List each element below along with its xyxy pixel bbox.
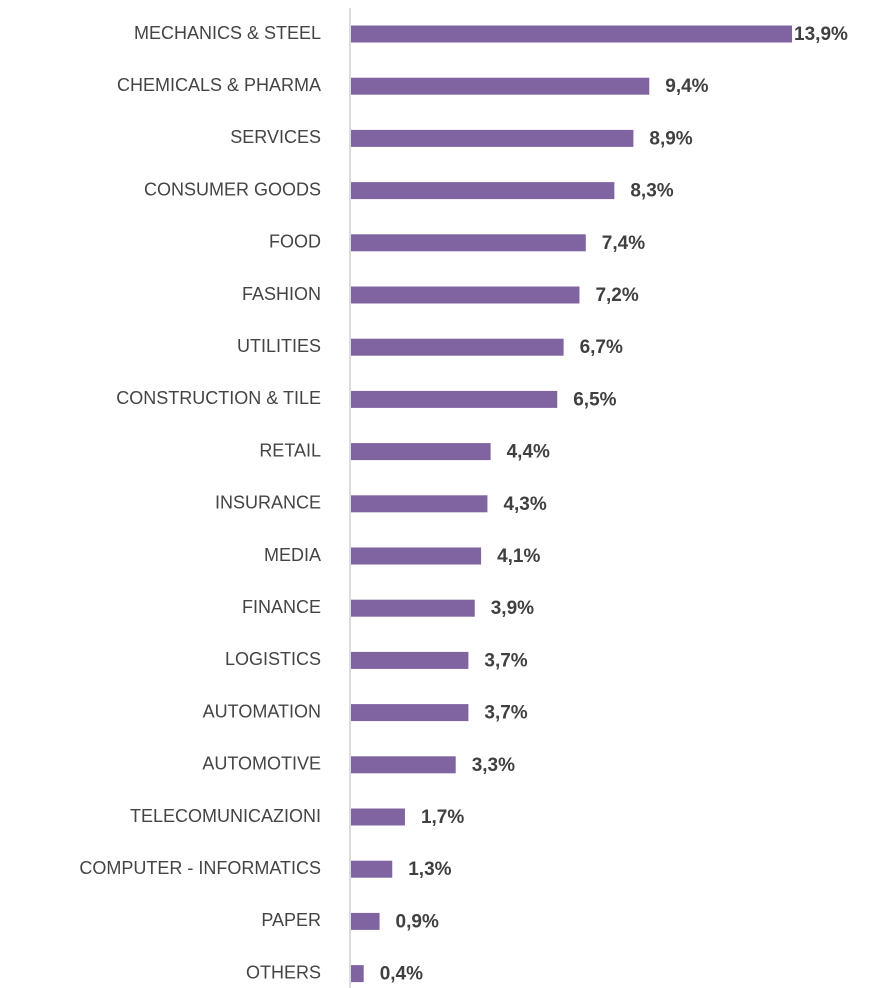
category-label: FASHION <box>242 284 321 304</box>
category-label: FOOD <box>269 232 321 252</box>
value-label: 4,3% <box>503 494 546 515</box>
category-label: COMPUTER - INFORMATICS <box>79 858 321 878</box>
bar <box>351 129 634 147</box>
value-label: 1,7% <box>421 807 464 828</box>
value-label: 3,7% <box>484 703 527 724</box>
bar <box>351 651 469 669</box>
value-label: 3,9% <box>491 598 534 619</box>
bar <box>351 860 393 878</box>
category-label: MEDIA <box>264 545 321 565</box>
bar <box>351 756 456 774</box>
category-label: PAPER <box>261 910 321 930</box>
bar <box>351 77 650 95</box>
category-label: AUTOMATION <box>203 701 321 721</box>
bar <box>351 965 364 983</box>
value-label: 0,4% <box>380 964 423 985</box>
value-label: 3,3% <box>472 755 515 776</box>
value-label: 3,7% <box>484 650 527 671</box>
category-label: CONSUMER GOODS <box>144 179 321 199</box>
category-label: FINANCE <box>242 597 321 617</box>
value-label: 4,1% <box>497 546 540 567</box>
category-label: UTILITIES <box>237 336 321 356</box>
value-label: 8,3% <box>630 181 673 202</box>
category-label: SERVICES <box>230 127 321 147</box>
bar <box>351 443 491 461</box>
bar <box>351 495 488 513</box>
category-label: RETAIL <box>259 440 321 460</box>
category-label: INSURANCE <box>215 493 321 513</box>
bar <box>351 234 586 252</box>
value-label: 0,9% <box>396 911 439 932</box>
category-label: CONSTRUCTION & TILE <box>116 388 321 408</box>
category-label: CHEMICALS & PHARMA <box>117 75 321 95</box>
bar <box>351 912 380 930</box>
bar <box>351 286 580 304</box>
value-label: 9,4% <box>665 76 708 97</box>
value-label: 4,4% <box>507 442 550 463</box>
bar <box>351 599 475 617</box>
category-label: MECHANICS & STEEL <box>134 23 321 43</box>
bar <box>351 338 564 356</box>
value-label: 6,7% <box>580 337 623 358</box>
category-label: AUTOMOTIVE <box>202 754 321 774</box>
bar <box>351 25 793 43</box>
value-label: 1,3% <box>408 859 451 880</box>
bar <box>351 704 469 722</box>
value-label: 7,2% <box>595 285 638 306</box>
bar <box>351 808 405 826</box>
value-label: 8,9% <box>649 128 692 149</box>
value-label: 7,4% <box>602 233 645 254</box>
category-label: TELECOMUNICAZIONI <box>130 806 321 826</box>
category-label: LOGISTICS <box>225 649 321 669</box>
value-label: 13,9% <box>794 24 848 45</box>
value-label: 6,5% <box>573 389 616 410</box>
bar <box>351 547 482 565</box>
bar <box>351 390 558 408</box>
bar <box>351 182 615 200</box>
category-label: OTHERS <box>246 962 321 982</box>
